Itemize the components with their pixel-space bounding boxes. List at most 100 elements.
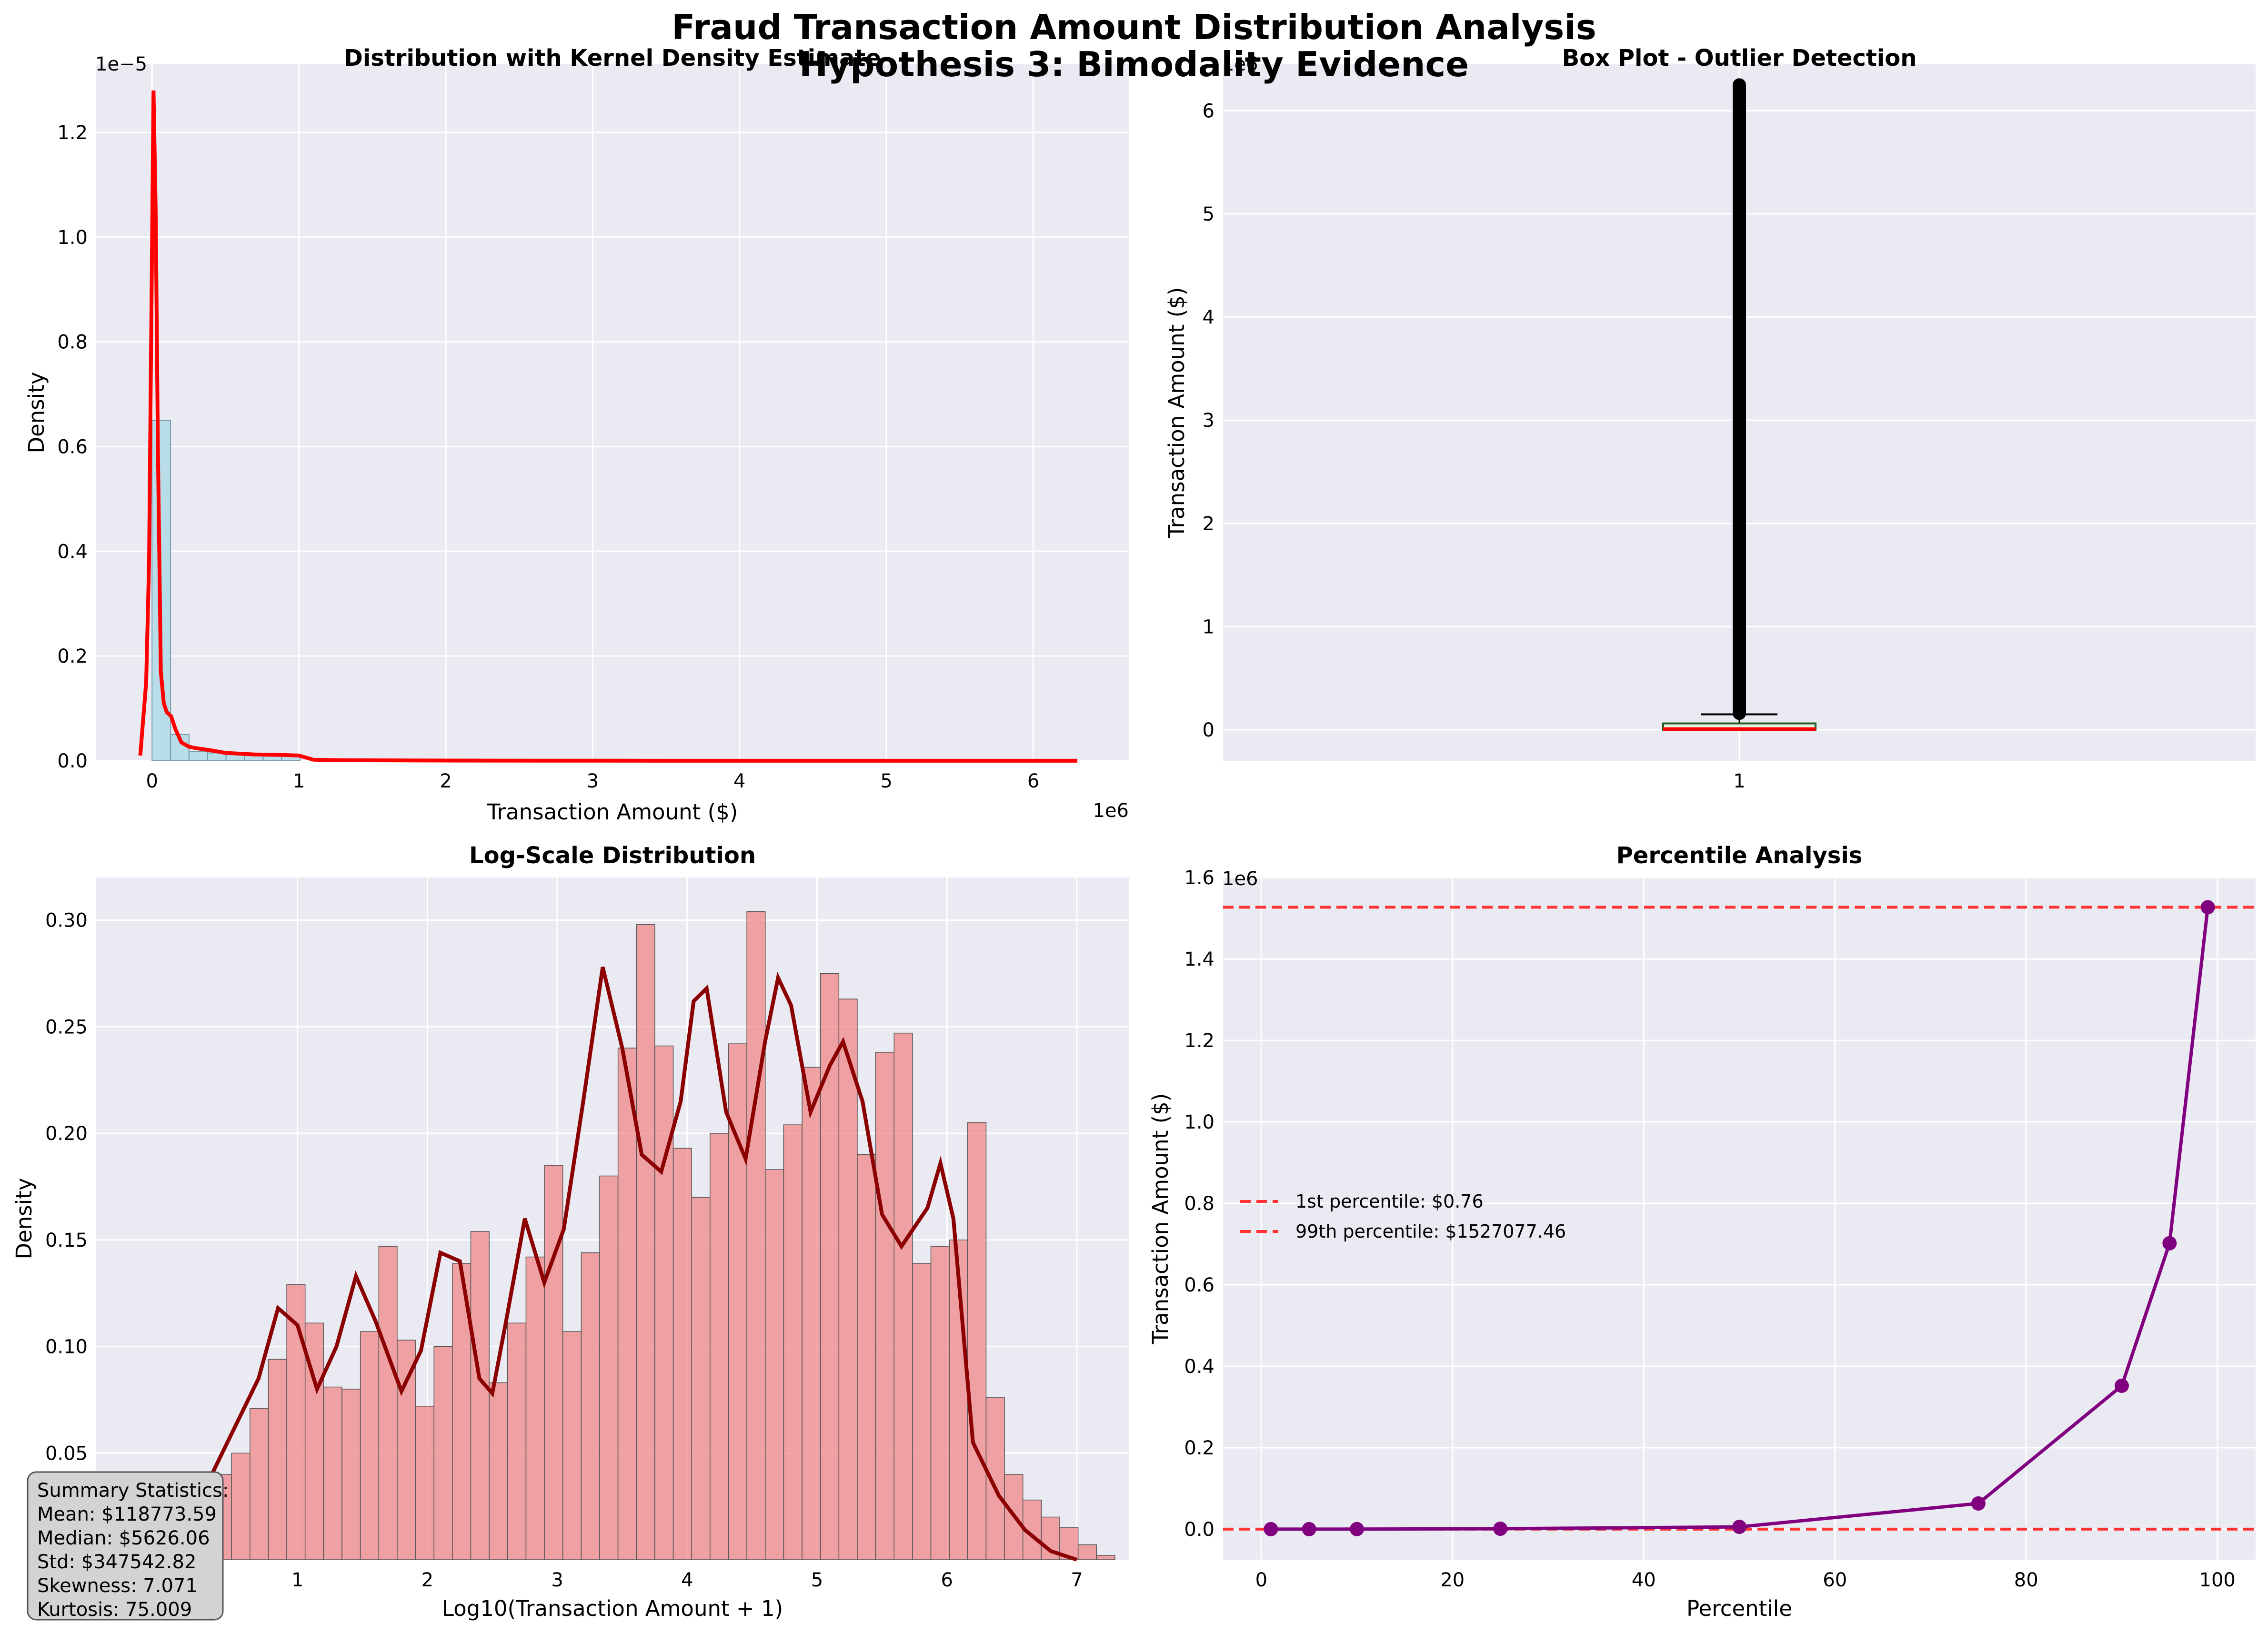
log-hist-bar [286, 1284, 306, 1560]
log-hist-bar [562, 1331, 582, 1560]
log-hist-bar [967, 1122, 987, 1560]
log-hist-bar [489, 1382, 508, 1560]
log-hist-bar [617, 1048, 637, 1560]
log-hist-bar [691, 1197, 711, 1560]
log-hist-bar [268, 1359, 287, 1560]
summary-background [27, 1471, 224, 1621]
box-panel: 1 0 1 2 3 4 5 6 Box Plot - Outlier Detection T… [1164, 45, 2256, 792]
y-tick-label: 0.0 [57, 750, 88, 772]
y-tick-label: 2 [1203, 513, 1214, 535]
box-marks [1662, 78, 1816, 731]
percentile-y-label: Transaction Amount ($) [1148, 1093, 1173, 1345]
box-title: Box Plot - Outlier Detection [1562, 45, 1917, 71]
log-hist-bar [746, 911, 766, 1560]
x-tick-label: 4 [733, 770, 745, 792]
log-hist-bar [360, 1331, 380, 1560]
log-y-ticks: 0.05 0.10 0.15 0.20 0.25 0.30 [45, 910, 88, 1465]
x-tick-label: 5 [880, 770, 892, 792]
log-hist-bar [544, 1165, 563, 1560]
percentile-y-ticks: 0.0 0.2 0.4 0.6 0.8 1.0 1.2 1.4 1.6 [1184, 867, 1214, 1541]
summary-box: Summary Statistics: Mean: $118773.59 Med… [27, 1471, 229, 1621]
kde-hist-bar [188, 751, 208, 761]
kde-panel: 0 1 2 3 4 5 6 0.0 0.2 0.4 0.6 0.8 1.0 1.2 Distributi… [24, 45, 1129, 825]
x-tick-label: 60 [1823, 1569, 1847, 1591]
kde-y-offset: 1e−5 [95, 53, 147, 75]
box-y-ticks: 0 1 2 3 4 5 6 [1203, 100, 1214, 741]
summary-heading: Summary Statistics: [37, 1480, 229, 1502]
y-tick-label: 0.4 [1184, 1356, 1214, 1378]
box-y-offset: 1e6 [1222, 53, 1258, 75]
log-hist-bar [250, 1408, 269, 1560]
summary-kurtosis: Kurtosis: 75.009 [37, 1599, 192, 1621]
x-tick-label: 20 [1440, 1569, 1465, 1591]
log-hist-bar [323, 1386, 342, 1560]
log-title: Log-Scale Distribution [469, 842, 756, 869]
log-hist-bar [893, 1032, 913, 1560]
log-hist-bar [912, 1263, 932, 1560]
log-histogram [120, 911, 1115, 1560]
percentile-point [2114, 1378, 2129, 1393]
y-tick-label: 1.6 [1184, 867, 1214, 889]
percentile-point [1971, 1496, 1986, 1511]
kde-curve [138, 90, 1078, 763]
percentile-point [1732, 1520, 1746, 1534]
log-hist-bar [654, 1045, 674, 1560]
y-tick-label: 0.05 [45, 1442, 88, 1464]
percentile-point [2200, 900, 2215, 915]
summary-mean: Mean: $118773.59 [37, 1503, 217, 1525]
y-tick-label: 4 [1203, 307, 1214, 329]
percentile-panel: 0 20 40 60 80 100 0.0 0.2 0.4 0.6 0.8 1.0 1.2 1.4 1.6… [1148, 842, 2256, 1621]
x-tick-label: 4 [681, 1569, 693, 1591]
log-hist-bar [875, 1052, 895, 1560]
y-tick-label: 1 [1203, 616, 1214, 638]
log-hist-bar [433, 1346, 453, 1560]
log-hist-bar [765, 1169, 784, 1560]
y-tick-label: 1.0 [1184, 1111, 1214, 1133]
log-hist-bar [838, 999, 858, 1560]
summary-std: Std: $347542.82 [37, 1551, 196, 1573]
legend-label-99th: 99th percentile: $1527077.46 [1295, 1221, 1566, 1242]
log-hist-bar [820, 973, 840, 1560]
log-hist-bar [1096, 1555, 1115, 1560]
percentile-x-label: Percentile [1686, 1596, 1792, 1621]
log-hist-bar [470, 1231, 490, 1560]
percentile-x-ticks: 0 20 40 60 80 100 [1255, 1569, 2236, 1591]
x-tick-label: 1 [293, 770, 305, 792]
log-hist-bar [525, 1256, 545, 1560]
y-tick-label: 0.4 [57, 541, 88, 563]
log-x-label: Log10(Transaction Amount + 1) [442, 1596, 783, 1621]
box-y-label: Transaction Amount ($) [1164, 287, 1189, 539]
y-tick-label: 0.0 [1184, 1519, 1214, 1541]
y-tick-label: 0.8 [57, 332, 88, 353]
y-tick-label: 1.4 [1184, 948, 1214, 970]
kde-plot-area [96, 64, 1129, 761]
kde-y-label: Density [24, 372, 49, 453]
x-tick-label: 6 [1027, 770, 1039, 792]
y-tick-label: 1.2 [57, 122, 88, 144]
log-hist-bar [710, 1133, 729, 1560]
y-tick-label: 0.8 [1184, 1193, 1214, 1215]
y-tick-label: 1.2 [1184, 1030, 1214, 1052]
log-hist-bar [783, 1124, 803, 1560]
figure-title-line2: Hypothesis 3: Bimodality Evidence [799, 44, 1469, 84]
log-hist-bar [378, 1246, 398, 1560]
log-hist-bar [415, 1406, 434, 1560]
log-hist-bar [231, 1452, 251, 1560]
x-tick-label: 0 [1255, 1569, 1267, 1591]
y-tick-label: 0 [1203, 719, 1214, 741]
y-tick-label: 0.10 [45, 1336, 88, 1358]
log-y-label: Density [11, 1178, 37, 1259]
x-tick-label: 3 [587, 770, 599, 792]
log-hist-bar [341, 1389, 361, 1560]
log-hist-bar [802, 1067, 821, 1560]
x-tick-label: 1 [291, 1569, 303, 1591]
y-tick-label: 0.15 [45, 1230, 88, 1251]
x-tick-label: 100 [2199, 1569, 2236, 1591]
log-hist-bar [507, 1322, 527, 1560]
log-hist-bar [672, 1148, 692, 1560]
y-tick-label: 0.2 [57, 646, 88, 667]
x-tick-label: 6 [941, 1569, 953, 1591]
percentile-legend: 1st percentile: $0.76 99th percentile: $… [1240, 1191, 1566, 1242]
figure-title-line1: Fraud Transaction Amount Distribution An… [672, 7, 1596, 47]
y-tick-label: 0.30 [45, 910, 88, 932]
